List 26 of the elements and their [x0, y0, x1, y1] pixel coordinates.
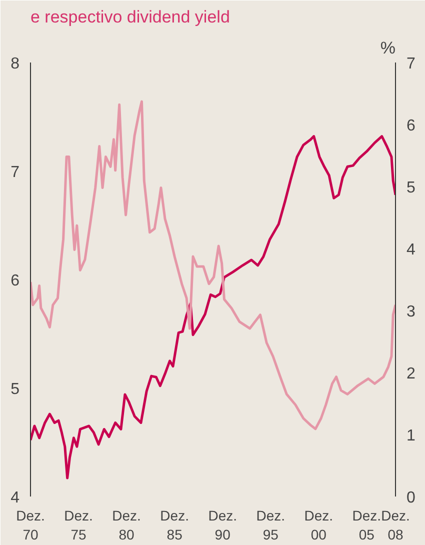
y2-tick-label: 0	[406, 490, 416, 506]
line-series	[30, 135, 396, 480]
y-tick-label: 4	[10, 490, 20, 506]
y2-tick-label: 1	[406, 428, 416, 444]
x-tick-label: Dez. 85	[160, 508, 189, 543]
y2-tick-label: 6	[406, 118, 416, 134]
x-tick-label: Dez. 70	[16, 508, 45, 543]
y2-tick-label: 5	[406, 180, 416, 196]
y-tick-label: 5	[10, 381, 20, 398]
x-tick-label: Dez. 95	[256, 508, 286, 543]
line-series	[30, 100, 396, 430]
chart-title: e respectivo dividend yield	[30, 8, 230, 26]
y2-axis-title: %	[380, 38, 396, 58]
x-tick-label: Dez. 00	[304, 508, 334, 543]
y-tick-label: 6	[10, 272, 20, 290]
x-tick-label: Dez. 80	[112, 508, 141, 543]
x-tick-label: Dez. 08	[381, 508, 410, 543]
y2-tick-label: 3	[406, 304, 416, 320]
x-tick-label: Dez. 90	[208, 508, 237, 543]
x-tick-label: Dez. 75	[64, 508, 93, 543]
y2-tick-label: 2	[406, 366, 416, 382]
y2-tick-label: 4	[406, 242, 416, 258]
y-tick-label: 8	[10, 56, 20, 72]
y2-tick-label: 7	[406, 56, 416, 72]
y-tick-label: 7	[10, 164, 20, 181]
x-tick-label: Dez. 05	[352, 508, 382, 543]
